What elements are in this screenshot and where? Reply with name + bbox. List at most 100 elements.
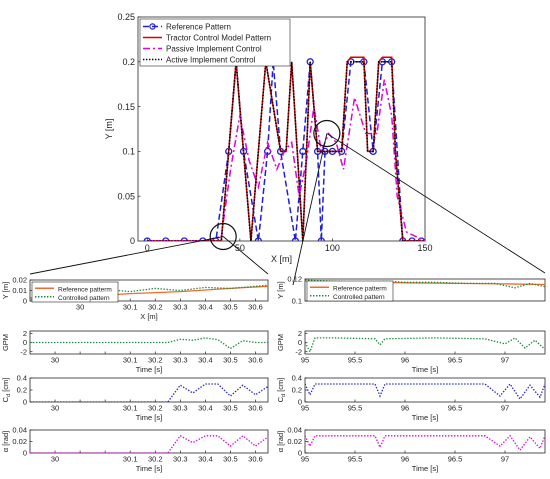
x-tick-label: 30.5 [223, 404, 238, 413]
y-tick-label: 0.02 [287, 437, 302, 446]
series-line-active-implement-control [147, 61, 425, 241]
x-axis-label: X [m] [140, 312, 158, 321]
chart-right-alpha: 95 95.5 96 96.5 97 0 0.02 0.04 Time [s] α [rad] [276, 426, 546, 473]
zoom-connector [222, 236, 269, 275]
x-tick-label: 30.3 [173, 356, 188, 365]
x-tick-label: 96 [401, 404, 409, 413]
data-point [143, 237, 151, 241]
x-tick-label: 95 [301, 356, 309, 365]
plot-area-left-alpha [29, 429, 269, 454]
x-tick-label: 96 [401, 455, 409, 464]
y-tick-label: 0.05 [117, 191, 135, 201]
y-tick-label: 0.1 [122, 147, 135, 157]
y-tick-label: 2 [298, 329, 302, 338]
x-tick-label: 95 [301, 404, 309, 413]
data-point [317, 237, 325, 241]
x-tick-label: 30.6 [248, 356, 263, 365]
series-line-left-gpm-0 [30, 337, 268, 350]
chart-right-cd: 95 95.5 96 96.5 97 0 0.2 0.4 Time [s] Cd [cm] [276, 374, 546, 422]
zoom-circle [313, 119, 341, 148]
y-tick-label: 0.01 [12, 286, 27, 295]
x-tick-label: 95.5 [348, 404, 363, 413]
plot-area-left-cd [29, 377, 269, 403]
y-tick-label: 0.4 [292, 374, 302, 383]
x-tick-label: 30.2 [148, 455, 163, 464]
y-tick-label: -2 [20, 347, 27, 356]
x-tick-label: 30.5 [223, 356, 238, 365]
x-tick-label: 50 [235, 243, 245, 253]
y-tick-label: 0.2 [292, 386, 302, 395]
chart-main: 0 50 100 150 0.05 0.1 0.15 0.2 0.25 0 X [m] Y [m] Re… [104, 12, 433, 264]
x-tick-label: 30.4 [198, 303, 213, 312]
chart-left-xy: 30 30.1 30.2 30.3 30.4 30.5 30.6 0 0.010.02 X [m]… [1, 276, 269, 321]
legend-marker [149, 23, 156, 30]
y-tick-label: 0 [23, 338, 27, 347]
x-tick-label: 95 [301, 455, 309, 464]
series-line-left-cd-0 [30, 383, 268, 402]
x-tick-label: 95.5 [348, 356, 363, 365]
series-line-controlled-pattern [305, 279, 545, 289]
y-tick-label: 0.04 [287, 426, 302, 435]
legend-label: Passive Implement Control [166, 45, 262, 54]
y-axis-label: α [rad] [276, 431, 285, 452]
x-axis-label: Time [s] [412, 365, 438, 374]
x-tick-label: 97 [501, 404, 509, 413]
series-line-reference-pattern [147, 61, 422, 241]
x-tick-label: 100 [325, 243, 340, 253]
series-group-right-cd [305, 382, 545, 401]
y-tick-label: 0 [298, 398, 302, 407]
y-tick-label: 0 [23, 297, 27, 306]
legend-label: Reference Pattern [166, 23, 231, 32]
x-axis-label: Time [s] [136, 464, 162, 473]
x-tick-label: 30 [51, 455, 59, 464]
data-point [162, 237, 170, 241]
legend-label: Tractor Control Model Pattern [166, 34, 271, 43]
y-axis-label: Y [m] [104, 119, 114, 140]
series-line-right-cd-0 [305, 382, 545, 401]
legend-left-xy: Reference patterm Controlled pattern [31, 281, 119, 303]
series-group-right-alpha [305, 434, 545, 452]
y-axis-label: Y [m] [276, 281, 285, 298]
legend-label: Reference patterm [333, 285, 387, 292]
x-tick-label: 30.5 [223, 303, 238, 312]
x-tick-label: 30.6 [248, 303, 263, 312]
x-tick-label: 96.5 [448, 356, 463, 365]
series-group-left-alpha [30, 434, 268, 453]
legend-label: Controlled pattern [333, 294, 385, 301]
chart-left-alpha: 30 30.1 30.2 30.3 30.4 30.5 30.6 0 0.02 0.04 Time … [1, 426, 269, 473]
zoom-connector [326, 133, 546, 274]
y-tick-label: 0.15 [117, 102, 135, 112]
x-tick-label: 30.3 [173, 404, 188, 413]
data-point [199, 237, 207, 241]
y-tick-label: -2 [295, 347, 302, 356]
data-point [254, 237, 263, 241]
x-tick-label: 0 [145, 243, 150, 253]
x-tick-label: 30.2 [148, 303, 163, 312]
chart-right-xy: 0.10.12Y [m]Reference pattermControlled … [276, 275, 546, 306]
chart-left-gpm: 30 30.1 30.2 30.3 30.4 30.5 30.6 -202 Time [s] GP… [1, 329, 269, 374]
data-point [408, 237, 416, 241]
zoom-connector [292, 133, 328, 286]
y-axis-label: α [rad] [1, 431, 10, 452]
x-tick-label: 30.2 [148, 404, 163, 413]
legend-main: Reference Pattern Tractor Control Model P… [139, 18, 291, 67]
y-tick-label: 0.02 [12, 276, 27, 285]
y-tick-label: 0 [130, 236, 135, 246]
x-tick-label: 150 [417, 243, 432, 253]
chart-right-gpm: 95 95.5 96 96.5 97 -202 Time [s] GPM [276, 329, 546, 374]
y-tick-label: 0 [23, 449, 27, 458]
y-tick-label: 2 [23, 329, 27, 338]
x-tick-label: 97 [501, 356, 509, 365]
data-point [291, 237, 300, 241]
x-tick-label: 95.5 [348, 455, 363, 464]
zoom-connector [29, 236, 224, 275]
x-tick-label: 30.3 [173, 455, 188, 464]
y-axis-label: GPM [276, 334, 285, 351]
legend-label: Reference patterm [58, 286, 112, 293]
y-tick-label: 0 [298, 338, 302, 347]
plot-area-right-cd [304, 377, 546, 403]
x-tick-label: 30 [51, 404, 59, 413]
series-group-left-gpm [30, 337, 268, 350]
y-tick-label: 0.25 [117, 12, 135, 22]
